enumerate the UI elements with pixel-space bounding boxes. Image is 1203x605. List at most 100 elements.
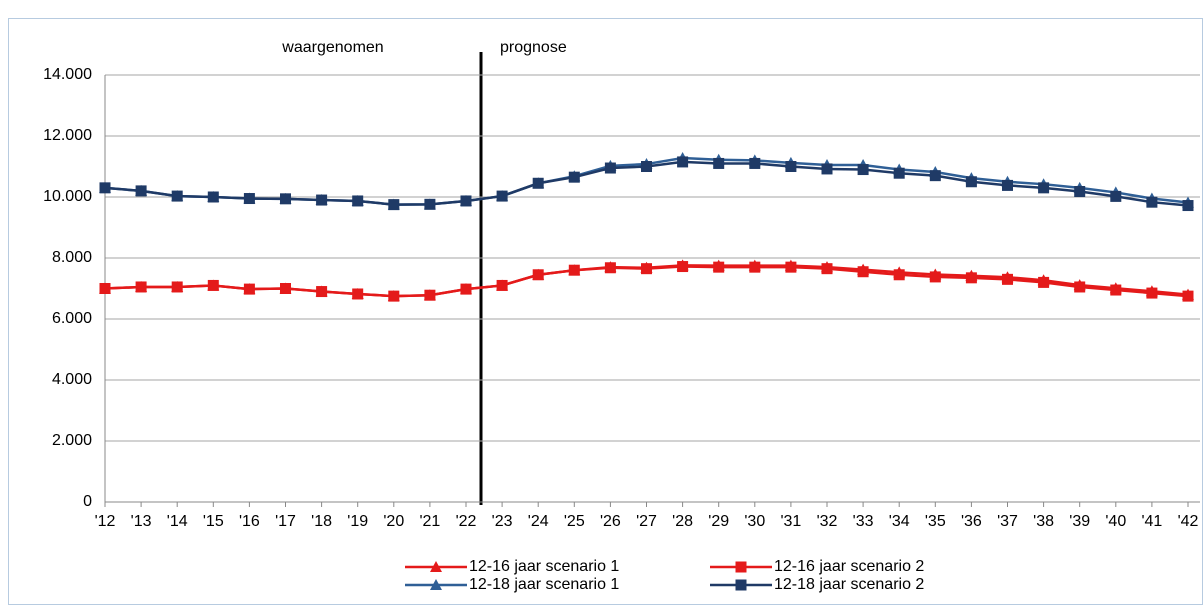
y-tick-label: 10.000 <box>43 188 92 205</box>
data-point <box>496 190 508 202</box>
x-tick-label: '30 <box>744 513 765 530</box>
legend-label: 12-18 jaar scenario 2 <box>774 576 924 593</box>
data-point <box>857 164 869 176</box>
x-tick-label: '22 <box>456 513 477 530</box>
data-point <box>207 279 219 291</box>
data-point <box>1074 186 1086 198</box>
data-point <box>1074 281 1086 293</box>
x-tick-label: '42 <box>1178 513 1199 530</box>
data-point <box>460 283 472 295</box>
data-point <box>749 157 761 169</box>
data-point <box>821 263 833 275</box>
legend-marker <box>735 561 747 573</box>
data-point <box>424 289 436 301</box>
x-tick-label: '32 <box>817 513 838 530</box>
data-point <box>99 283 111 294</box>
data-point <box>604 262 616 274</box>
x-tick-label: '17 <box>275 513 296 530</box>
data-point <box>171 281 183 293</box>
x-tick-label: '14 <box>167 513 188 530</box>
data-point <box>677 261 689 273</box>
x-tick-label: '16 <box>239 513 260 530</box>
legend-label: 12-18 jaar scenario 1 <box>469 576 619 593</box>
legend-marker <box>430 561 442 572</box>
x-tick-label: '35 <box>925 513 946 530</box>
x-tick-label: '39 <box>1069 513 1090 530</box>
x-tick-label: '20 <box>383 513 404 530</box>
data-point <box>388 199 400 211</box>
data-point <box>496 279 508 291</box>
x-tick-label: '34 <box>889 513 910 530</box>
data-point <box>99 182 111 194</box>
data-point <box>352 288 364 300</box>
data-point <box>1002 179 1013 191</box>
y-tick-label: 6.000 <box>52 310 92 327</box>
data-point <box>424 198 436 210</box>
y-tick-label: 12.000 <box>43 127 92 144</box>
data-point <box>929 271 941 283</box>
data-point <box>568 171 580 183</box>
y-tick-label: 14.000 <box>43 66 92 83</box>
x-tick-label: '26 <box>600 513 621 530</box>
x-tick-label: '36 <box>961 513 982 530</box>
legend-label: 12-16 jaar scenario 2 <box>774 558 924 575</box>
chart-frame <box>8 18 1203 605</box>
data-point <box>965 176 977 188</box>
data-point <box>641 161 652 172</box>
x-tick-label: '13 <box>131 513 152 530</box>
x-tick-label: '12 <box>95 513 116 530</box>
x-tick-label: '27 <box>636 513 657 530</box>
data-point <box>893 167 905 179</box>
x-tick-label: '21 <box>419 513 440 530</box>
data-point <box>352 195 364 207</box>
annotation: prognose <box>500 39 567 56</box>
data-point <box>460 195 472 207</box>
data-point <box>316 194 328 206</box>
data-point <box>135 281 147 293</box>
y-tick-label: 4.000 <box>52 371 92 388</box>
data-point <box>1182 290 1194 302</box>
y-tick-label: 0 <box>83 493 92 510</box>
data-point <box>965 272 977 284</box>
data-point <box>821 163 833 175</box>
y-tick-label: 8.000 <box>52 249 92 266</box>
legend-label: 12-16 jaar scenario 1 <box>469 558 619 575</box>
x-tick-label: '28 <box>672 513 693 530</box>
x-tick-label: '24 <box>528 513 549 530</box>
annotation: waargenomen <box>281 39 383 56</box>
data-point <box>641 263 652 275</box>
y-tick-label: 2.000 <box>52 432 92 449</box>
data-point <box>1182 200 1194 212</box>
data-point <box>713 157 725 169</box>
data-point <box>1146 287 1158 299</box>
data-point <box>785 261 797 273</box>
data-point <box>280 283 291 294</box>
x-tick-label: '29 <box>708 513 729 530</box>
x-tick-label: '38 <box>1033 513 1054 530</box>
data-point <box>857 266 869 278</box>
x-tick-label: '33 <box>853 513 874 530</box>
data-point <box>135 185 147 197</box>
data-point <box>207 191 219 203</box>
data-point <box>388 290 400 302</box>
x-tick-label: '31 <box>780 513 801 530</box>
data-point <box>1146 196 1158 208</box>
data-point <box>1038 182 1050 194</box>
data-point <box>893 269 905 281</box>
data-point <box>604 162 616 174</box>
legend-marker <box>430 579 442 590</box>
x-tick-label: '18 <box>311 513 332 530</box>
x-tick-label: '41 <box>1141 513 1162 530</box>
data-point <box>1002 273 1013 285</box>
data-point <box>929 170 941 182</box>
data-point <box>1110 284 1122 296</box>
data-point <box>316 286 328 298</box>
x-tick-label: '19 <box>347 513 368 530</box>
legend-marker <box>735 579 747 591</box>
data-point <box>243 283 255 295</box>
data-point <box>749 261 761 273</box>
data-point <box>713 261 725 273</box>
x-tick-label: '23 <box>492 513 513 530</box>
data-point <box>532 177 544 189</box>
